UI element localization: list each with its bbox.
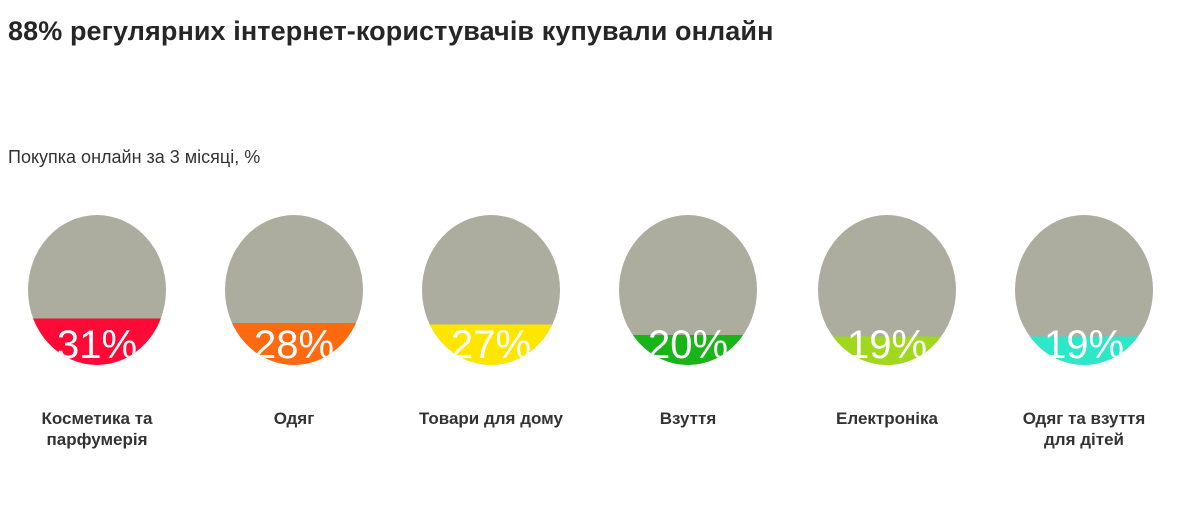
category-label-footwear: Взуття: [659, 409, 717, 428]
circle-bg-footwear: [619, 215, 757, 365]
circle-bg-kids-clothing: [1015, 215, 1153, 365]
value-label-cosmetics: 31%: [57, 323, 137, 367]
value-label-kids-clothing: 19%: [1044, 323, 1124, 367]
category-label-clothing: Одяг: [273, 409, 315, 428]
category-label-kids-clothing: Одяг та взуття для дітей: [1022, 409, 1146, 449]
category-label-cosmetics: Косметика та парфумерія: [41, 409, 153, 449]
category-label-electronics: Електроніка: [836, 409, 938, 428]
circle-bg-electronics: [818, 215, 956, 365]
value-label-home-goods: 27%: [451, 323, 531, 367]
circle-fill-chart: 31% 28% 27% 20% 19% 19%: [28, 215, 1153, 367]
value-label-footwear: 20%: [648, 323, 728, 367]
value-label-clothing: 28%: [254, 323, 334, 367]
chart-subtitle: Покупка онлайн за 3 місяці, %: [8, 147, 261, 167]
category-label-home-goods: Товари для дому: [419, 409, 563, 428]
chart-title: 88% регулярних інтернет-користувачів куп…: [8, 16, 774, 46]
value-label-electronics: 19%: [847, 323, 927, 367]
